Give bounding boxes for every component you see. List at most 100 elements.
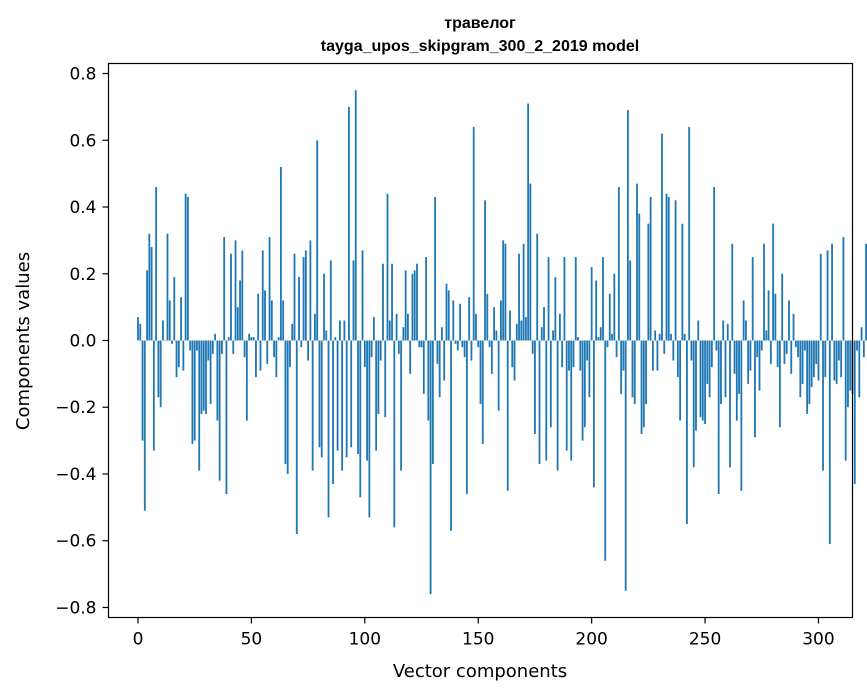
bar-8: [155, 186, 158, 341]
bar-65: [284, 340, 287, 464]
bar-109: [384, 340, 387, 418]
bar-250: [704, 340, 706, 424]
bar-117: [402, 327, 405, 341]
bar-298: [813, 340, 815, 378]
bar-50: [250, 337, 253, 341]
bar-49: [248, 333, 251, 341]
bar-223: [642, 340, 645, 428]
bar-73: [302, 257, 305, 341]
bar-105: [375, 340, 378, 451]
bar-87: [334, 337, 337, 341]
bar-116: [400, 340, 403, 471]
bar-193: [574, 257, 577, 341]
bar-151: [479, 340, 482, 404]
bar-101: [366, 340, 368, 461]
bar-306: [831, 243, 833, 341]
bar-293: [801, 340, 804, 384]
bar-143: [461, 340, 464, 348]
bar-314: [849, 340, 852, 391]
bar-30: [205, 340, 207, 414]
bar-147: [470, 340, 473, 361]
x-tick-label-100: 100: [349, 630, 381, 650]
bar-310: [840, 340, 843, 378]
bar-200: [590, 267, 593, 341]
bar-165: [511, 340, 514, 368]
bar-203: [597, 337, 600, 341]
bar-26: [196, 340, 198, 351]
bar-137: [447, 290, 450, 341]
bar-202: [595, 280, 598, 341]
bar-190: [568, 340, 570, 371]
bar-124: [418, 340, 421, 348]
y-tick-label-2: −0.4: [55, 465, 96, 485]
bar-277: [765, 330, 768, 341]
bar-111: [388, 320, 391, 341]
bar-279: [769, 340, 772, 364]
bar-289: [792, 313, 795, 341]
bar-82: [323, 273, 325, 341]
bar-90: [341, 340, 344, 471]
x-tick-label-150: 150: [462, 630, 494, 650]
bar-39: [225, 340, 228, 495]
bar-122: [413, 270, 416, 341]
bar-77: [311, 340, 314, 471]
bar-213: [620, 340, 623, 394]
bar-79: [316, 140, 319, 341]
bar-110: [386, 193, 389, 341]
bar-146: [468, 297, 471, 341]
x-tick-label-50: 50: [241, 630, 263, 650]
y-tick-label-7: 0.6: [69, 131, 96, 151]
bar-290: [794, 340, 797, 348]
bar-114: [395, 313, 398, 341]
bar-267: [742, 300, 745, 341]
bar-241: [683, 333, 686, 341]
bar-282: [776, 340, 779, 368]
bar-269: [747, 340, 750, 384]
bar-221: [638, 213, 641, 341]
bar-140: [454, 340, 457, 344]
bar-21: [184, 193, 187, 341]
bar-158: [495, 330, 498, 341]
bar-163: [506, 340, 509, 491]
bar-2: [141, 340, 144, 441]
bar-188: [563, 257, 566, 341]
bar-312: [844, 340, 847, 461]
bar-22: [186, 196, 189, 341]
bar-103: [370, 340, 373, 358]
bar-300: [817, 340, 820, 381]
y-tick-label-4: 0.0: [69, 332, 96, 352]
bar-123: [416, 263, 418, 341]
bar-231: [661, 133, 663, 341]
chart-title-line1: травелог: [444, 15, 516, 32]
bar-180: [545, 340, 548, 461]
bar-240: [681, 223, 684, 341]
bar-191: [570, 340, 573, 461]
bar-48: [245, 340, 248, 421]
y-axis-ticks: −0.8 −0.6 −0.4 −0.2 0.0 0.2 0.4 0.6 0.8: [55, 65, 109, 618]
bar-85: [329, 260, 332, 341]
bar-11: [162, 320, 164, 341]
bar-60: [273, 340, 275, 358]
bar-309: [837, 340, 840, 361]
bar-217: [629, 260, 632, 341]
bar-155: [488, 340, 491, 348]
bar-23: [189, 340, 192, 351]
bar-141: [456, 340, 459, 351]
bar-57: [266, 340, 269, 364]
bar-239: [679, 340, 682, 421]
bar-129: [429, 340, 432, 595]
y-axis-label: Components values: [13, 252, 34, 430]
bar-252: [708, 340, 711, 398]
bar-52: [255, 340, 257, 378]
bar-4: [146, 270, 148, 341]
bar-297: [810, 340, 813, 388]
bar-99: [361, 250, 364, 341]
bar-17: [175, 340, 178, 378]
bar-161: [502, 240, 505, 341]
bar-296: [808, 340, 811, 404]
bar-70: [295, 340, 298, 535]
bar-6: [150, 247, 153, 341]
bar-285: [783, 340, 786, 364]
bar-220: [636, 183, 638, 341]
bar-29: [202, 340, 205, 411]
